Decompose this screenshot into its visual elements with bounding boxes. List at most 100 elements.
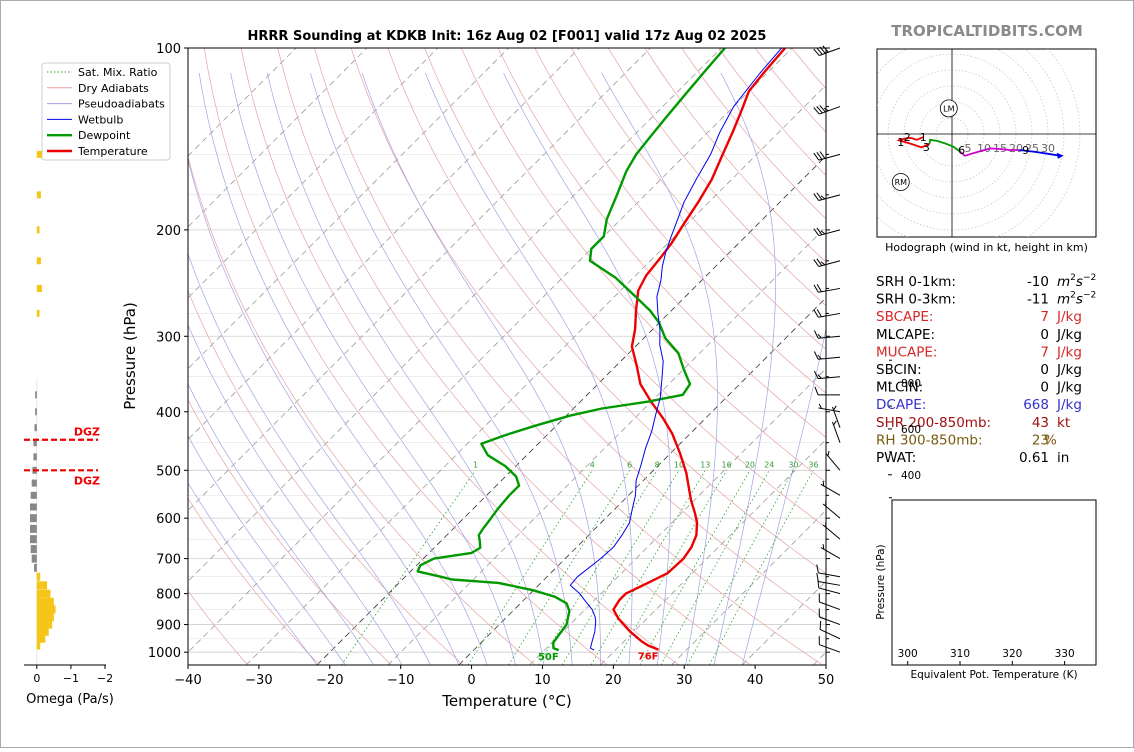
omega-bar [34, 424, 36, 431]
y-tick-label: 700 [156, 553, 181, 568]
index-value: -11 [1027, 292, 1049, 308]
index-value: 7 [1040, 309, 1049, 325]
index-unit: J/kg [1056, 397, 1082, 413]
x-tick-label: 0 [467, 673, 475, 688]
y-tick-label: 400 [156, 406, 181, 421]
hodograph-height-label: 9 [1022, 144, 1029, 157]
theta-e-x-tick-label: 310 [950, 648, 970, 660]
index-unit: J/kg [1056, 380, 1082, 396]
wind-barb-feather [823, 544, 824, 549]
omega-bar [30, 514, 37, 522]
index-value: 43 [1032, 415, 1049, 431]
legend-entry-label: Pseudoadiabats [78, 98, 165, 111]
omega-bar [37, 621, 52, 629]
x-tick-label: 50 [818, 673, 835, 688]
index-label: PWAT: [876, 450, 916, 466]
omega-bar [37, 635, 46, 643]
index-value: 0 [1040, 380, 1049, 396]
mixing-ratio-label: 1 [473, 460, 478, 469]
omega-bar [30, 525, 37, 533]
y-tick-label: 1000 [148, 646, 181, 661]
mixing-ratio-label: 8 [655, 460, 660, 469]
index-unit: in [1057, 450, 1069, 466]
hodograph-ring-label: 5 [965, 142, 972, 155]
mixing-ratio-label: 30 [788, 460, 798, 469]
legend: Sat. Mix. Ratio Dry Adiabats Pseudoadiabat… [42, 63, 170, 160]
index-unit: J/kg [1056, 362, 1082, 378]
legend-entry-label: Dry Adiabats [78, 82, 149, 95]
theta-e-frame [892, 500, 1096, 665]
omega-x-tick-label: −2 [97, 672, 113, 685]
theta-e-x-tick-label: 300 [898, 648, 918, 660]
hodograph-ring-label: 20 [1009, 142, 1023, 155]
y-tick-label: 100 [156, 42, 181, 57]
index-label: SBCAPE: [876, 309, 933, 325]
omega-bar [37, 191, 41, 198]
legend-entry-label: Sat. Mix. Ratio [78, 66, 158, 79]
y-tick-label: 200 [156, 224, 181, 239]
x-tick-label: −20 [316, 673, 343, 688]
x-tick-label: 40 [747, 673, 764, 688]
y-tick-label: 800 [156, 588, 181, 603]
index-value: 0 [1040, 362, 1049, 378]
legend-entry-label: Dewpoint [78, 129, 131, 142]
y-axis-label: Pressure (hPa) [121, 302, 139, 410]
theta-e-y-tick-label: 800 [901, 378, 921, 390]
mixing-ratio-label: 20 [745, 460, 755, 469]
storm-motion-label: RM [895, 178, 908, 187]
theta-e-x-tick-label: 330 [1055, 648, 1075, 660]
omega-x-tick-label: −1 [63, 672, 79, 685]
mixing-ratio-label: 4 [590, 460, 595, 469]
theta-e-y-tick-label: 400 [901, 470, 921, 482]
mixing-ratio-label: 6 [627, 460, 632, 469]
dgz-label: DGZ [74, 426, 100, 439]
omega-bar [32, 555, 37, 563]
omega-bar [37, 310, 40, 317]
omega-bar [37, 257, 41, 264]
x-tick-label: 10 [534, 673, 551, 688]
omega-bar [35, 391, 37, 398]
index-unit: J/kg [1056, 309, 1082, 325]
hodograph-height-label: 6 [958, 144, 965, 157]
chart-title: HRRR Sounding at KDKB Init: 16z Aug 02 [… [248, 29, 767, 44]
y-tick-label: 500 [156, 464, 181, 479]
index-unit: J/kg [1056, 327, 1082, 343]
omega-bar [37, 606, 56, 614]
surface-temperature-label: 76F [638, 652, 659, 663]
omega-bar [30, 535, 37, 543]
hodograph-height-label: 3 [923, 141, 930, 154]
brand-logo-text: TROPICALTIDBITS.COM [891, 22, 1083, 40]
dgz-label: DGZ [74, 474, 100, 487]
x-tick-label: 20 [605, 673, 622, 688]
x-tick-label: −30 [245, 673, 272, 688]
hodograph-height-label: 2 [904, 131, 911, 144]
index-label: DCAPE: [876, 397, 926, 413]
index-label: RH 300-850mb: [876, 432, 983, 448]
wind-barb-feather [820, 621, 821, 630]
mixing-ratio-label: 24 [764, 460, 774, 469]
omega-bar [37, 226, 40, 233]
index-label: SBCIN: [876, 362, 922, 378]
index-value: -10 [1027, 274, 1049, 290]
theta-e-y-axis-label: Pressure (hPa) [875, 544, 887, 619]
omega-bar [32, 480, 37, 487]
omega-bar [35, 408, 37, 415]
mixing-ratio-label: 36 [808, 460, 818, 469]
omega-bar [37, 613, 54, 621]
y-tick-label: 600 [156, 512, 181, 527]
y-tick-label: 900 [156, 619, 181, 634]
x-axis-label: Temperature (°C) [441, 692, 571, 710]
surface-dewpoint-label: 50F [538, 652, 559, 663]
legend-entry-label: Temperature [77, 145, 148, 158]
omega-x-tick-label: 0 [33, 672, 40, 685]
hodograph-caption: Hodograph (wind in kt, height in km) [885, 241, 1088, 254]
omega-bar [37, 590, 51, 598]
omega-x-axis-label: Omega (Pa/s) [26, 692, 114, 707]
omega-bar [37, 628, 49, 636]
index-unit: J/kg [1056, 344, 1082, 360]
omega-bar [37, 598, 54, 606]
omega-bar [37, 573, 40, 581]
omega-bar [37, 285, 42, 292]
